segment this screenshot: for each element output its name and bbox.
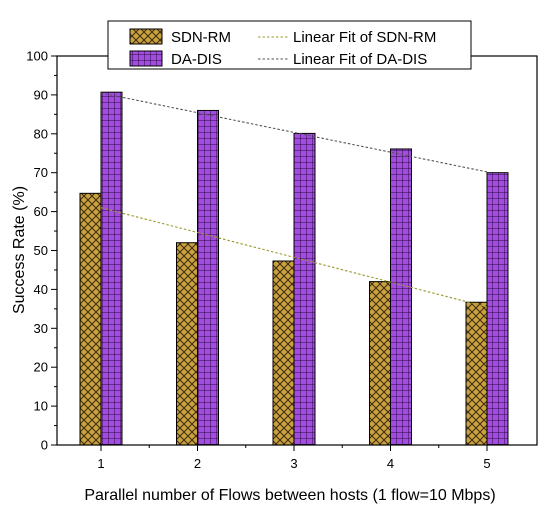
y-axis-title: Success Rate (%) [11, 186, 28, 314]
x-tick-label: 3 [290, 456, 297, 471]
y-tick-label: 80 [34, 126, 48, 141]
bars [79, 91, 509, 446]
fit-lines [100, 92, 488, 308]
y-tick-label: 70 [34, 165, 48, 180]
y-tick-label: 100 [26, 49, 48, 64]
y-tick-label: 40 [34, 282, 48, 297]
y-tick-label: 0 [41, 438, 48, 453]
y-tick-label: 30 [34, 321, 48, 336]
x-axis-ticks: 1 2 3 4 5 [97, 445, 491, 471]
x-tick-label: 5 [483, 456, 490, 471]
y-tick-label: 90 [34, 87, 48, 102]
legend-label-sdn-rm: SDN-RM [171, 29, 231, 46]
bar-sdn-rm-5 [465, 301, 488, 446]
legend-box [107, 20, 472, 70]
bar-sdn-rm-2 [176, 242, 198, 446]
y-tick-label: 10 [34, 399, 48, 414]
bar-da-dis-2 [197, 109, 219, 446]
y-tick-label: 60 [34, 204, 48, 219]
x-tick-label: 2 [194, 456, 201, 471]
bar-da-dis-4 [390, 148, 412, 446]
bar-sdn-rm-3 [272, 260, 295, 446]
bar-sdn-rm-4 [369, 281, 391, 446]
bar-da-dis-3 [293, 132, 316, 446]
legend-swatch-da-dis [129, 50, 163, 67]
y-tick-label: 50 [34, 243, 48, 258]
bar-sdn-rm-1 [79, 192, 102, 446]
y-axis-ticks: 0 10 20 30 40 50 60 70 80 90 100 [26, 49, 57, 453]
y-tick-label: 20 [34, 360, 48, 375]
legend-label-da-dis: DA-DIS [171, 51, 222, 68]
x-tick-label: 1 [97, 456, 104, 471]
legend-swatch-sdn-rm [129, 28, 163, 45]
fit-line-sdn-rm [100, 207, 488, 308]
bar-da-dis-5 [486, 172, 509, 446]
x-tick-label: 4 [387, 456, 394, 471]
legend: SDN-RM Linear Fit of SDN-RM DA-DIS Linear F… [107, 20, 472, 70]
legend-label-fit-sdn-rm: Linear Fit of SDN-RM [293, 29, 436, 46]
x-axis-title: Parallel number of Flows between hosts (… [84, 487, 495, 504]
bar-da-dis-1 [100, 91, 123, 446]
legend-label-fit-da-dis: Linear Fit of DA-DIS [293, 51, 427, 68]
